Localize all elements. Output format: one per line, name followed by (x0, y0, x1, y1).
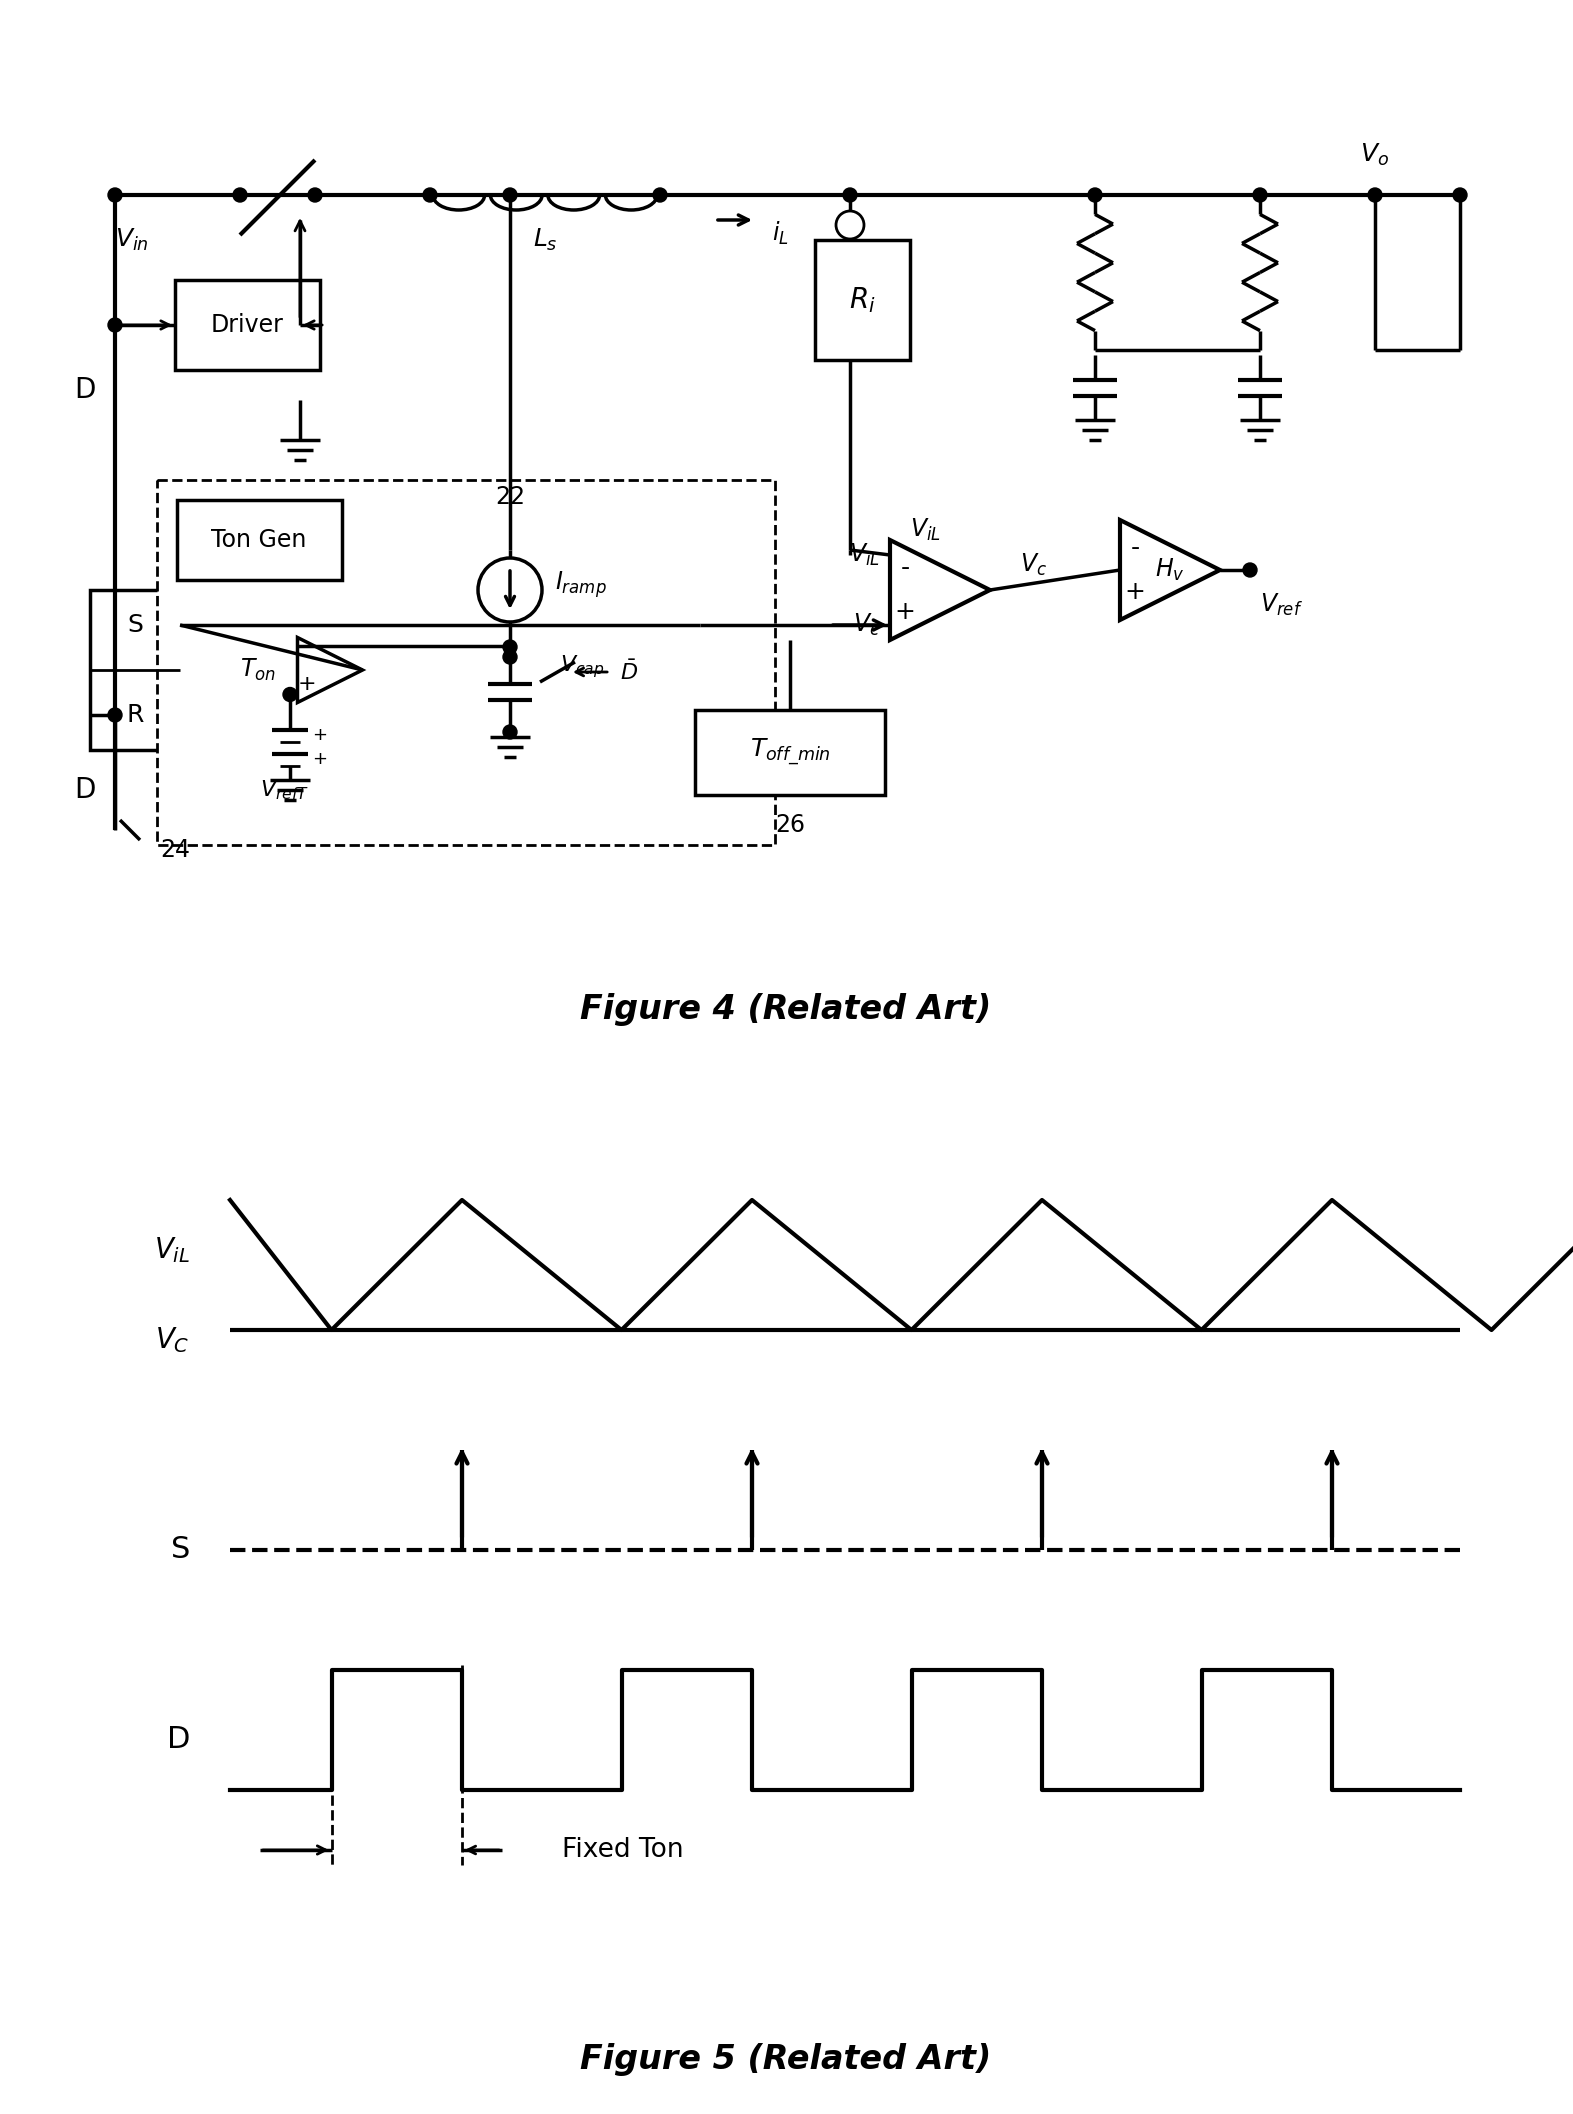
Text: $T_{off\_min}$: $T_{off\_min}$ (750, 738, 831, 767)
Text: -: - (900, 556, 909, 579)
Text: $V_o$: $V_o$ (1361, 142, 1389, 169)
Text: $V_{iL}$: $V_{iL}$ (154, 1235, 190, 1264)
Text: +: + (311, 725, 327, 744)
Circle shape (109, 317, 123, 332)
Circle shape (308, 188, 322, 203)
Text: Fixed Ton: Fixed Ton (562, 1837, 684, 1862)
Circle shape (1453, 188, 1468, 203)
Text: $L_s$: $L_s$ (533, 226, 557, 254)
Circle shape (503, 188, 518, 203)
Circle shape (283, 687, 297, 702)
Text: 26: 26 (775, 814, 805, 837)
Text: Driver: Driver (211, 313, 283, 336)
Bar (157, 480, 775, 846)
Text: +: + (311, 750, 327, 767)
Circle shape (1369, 188, 1383, 203)
Text: Ton Gen: Ton Gen (211, 528, 307, 552)
Bar (175, 279, 319, 370)
Text: -: - (1131, 537, 1139, 560)
Circle shape (109, 188, 123, 203)
Text: D: D (74, 776, 96, 803)
Text: $V_{iL}$: $V_{iL}$ (911, 518, 941, 543)
Circle shape (503, 641, 518, 653)
Circle shape (1254, 188, 1266, 203)
Text: R: R (126, 704, 143, 727)
Text: $R_i$: $R_i$ (849, 285, 875, 315)
Text: $V_{in}$: $V_{in}$ (115, 226, 149, 254)
Circle shape (503, 649, 518, 664)
Text: $I_{ramp}$: $I_{ramp}$ (555, 569, 607, 600)
Text: S: S (170, 1535, 190, 1564)
Circle shape (843, 188, 857, 203)
Text: $\bar{D}$: $\bar{D}$ (620, 660, 639, 685)
Text: $V_c$: $V_c$ (853, 611, 879, 638)
Bar (815, 241, 911, 359)
Text: $V_{cap}$: $V_{cap}$ (560, 653, 604, 681)
Circle shape (653, 188, 667, 203)
Text: $V_{iL}$: $V_{iL}$ (849, 541, 879, 569)
Text: $V_{ref}$: $V_{ref}$ (1260, 592, 1302, 617)
Text: 22: 22 (495, 484, 525, 509)
Text: +: + (895, 600, 915, 624)
Bar (695, 710, 886, 795)
Text: +: + (1125, 579, 1145, 605)
Text: $V_c$: $V_c$ (1019, 552, 1048, 577)
Text: Figure 5 (Related Art): Figure 5 (Related Art) (580, 2044, 991, 2076)
Text: $i_L$: $i_L$ (772, 220, 788, 247)
Text: -: - (304, 645, 311, 666)
Circle shape (109, 708, 123, 723)
Circle shape (503, 725, 518, 740)
Bar (90, 590, 179, 750)
Text: $T_{on}$: $T_{on}$ (239, 657, 275, 683)
Circle shape (233, 188, 247, 203)
Text: $V_C$: $V_C$ (156, 1325, 190, 1355)
Text: $H_v$: $H_v$ (1155, 556, 1184, 583)
Text: S: S (127, 613, 143, 636)
Text: +: + (297, 674, 316, 693)
Text: D: D (167, 1725, 190, 1755)
Circle shape (1243, 562, 1257, 577)
Text: $V_{refT}$: $V_{refT}$ (261, 778, 310, 801)
Text: 24: 24 (160, 837, 190, 863)
Circle shape (1089, 188, 1103, 203)
Circle shape (423, 188, 437, 203)
Text: D: D (74, 376, 96, 404)
Bar (178, 501, 341, 579)
Text: Figure 4 (Related Art): Figure 4 (Related Art) (580, 994, 991, 1027)
